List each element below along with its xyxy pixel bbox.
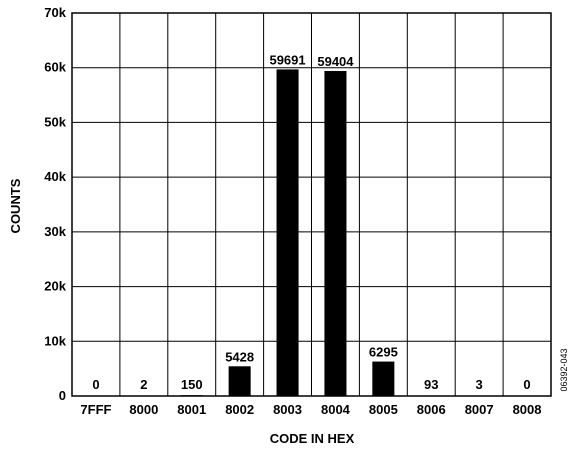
bar-value-label: 59691 <box>269 52 305 67</box>
bar-value-label: 0 <box>92 377 99 392</box>
y-tick-label: 40k <box>44 169 66 184</box>
bar-value-label: 150 <box>181 377 203 392</box>
x-tick-label: 8001 <box>177 402 206 417</box>
y-tick-labels: 0 10k 20k 30k 40k 50k 60k 70k <box>44 5 66 403</box>
x-tick-labels: 7FFF 8000 8001 8002 8003 8004 8005 8006 8007 8008 <box>80 402 541 417</box>
bar-8004 <box>324 70 347 397</box>
x-tick-label: 8005 <box>369 402 398 417</box>
x-tick-label: 8007 <box>465 402 494 417</box>
bar-8005 <box>372 361 395 396</box>
x-tick-label: 8004 <box>321 402 351 417</box>
y-tick-label: 0 <box>59 388 66 403</box>
x-axis-title: CODE IN HEX <box>270 431 355 446</box>
y-tick-label: 20k <box>44 279 66 294</box>
bar-value-label: 93 <box>424 377 438 392</box>
bar-8002 <box>228 366 251 396</box>
x-tick-label: 7FFF <box>80 402 111 417</box>
y-tick-label: 60k <box>44 60 66 75</box>
y-tick-label: 30k <box>44 224 66 239</box>
x-tick-label: 8008 <box>513 402 542 417</box>
x-tick-label: 8006 <box>417 402 446 417</box>
bars <box>132 69 491 397</box>
bar-value-label: 5428 <box>225 349 254 364</box>
y-tick-label: 50k <box>44 114 66 129</box>
x-tick-label: 8003 <box>273 402 302 417</box>
x-tick-label: 8002 <box>225 402 254 417</box>
x-tick-label: 8000 <box>129 402 158 417</box>
bar-value-label: 6295 <box>369 345 398 360</box>
bar-value-label: 3 <box>476 377 483 392</box>
bar-8003 <box>276 69 299 396</box>
bar-value-label: 2 <box>140 377 147 392</box>
bar-value-label: 0 <box>523 377 530 392</box>
figure-code: 06392-043 <box>559 348 569 391</box>
plot-frame <box>71 12 552 397</box>
bar-value-label: 59404 <box>317 54 354 69</box>
y-tick-label: 10k <box>44 333 66 348</box>
y-axis-title: COUNTS <box>8 178 23 233</box>
grid-lines <box>72 13 551 396</box>
y-tick-label: 70k <box>44 5 66 20</box>
bar-value-labels: 0 2 150 5428 59691 59404 6295 93 3 0 <box>92 52 530 392</box>
